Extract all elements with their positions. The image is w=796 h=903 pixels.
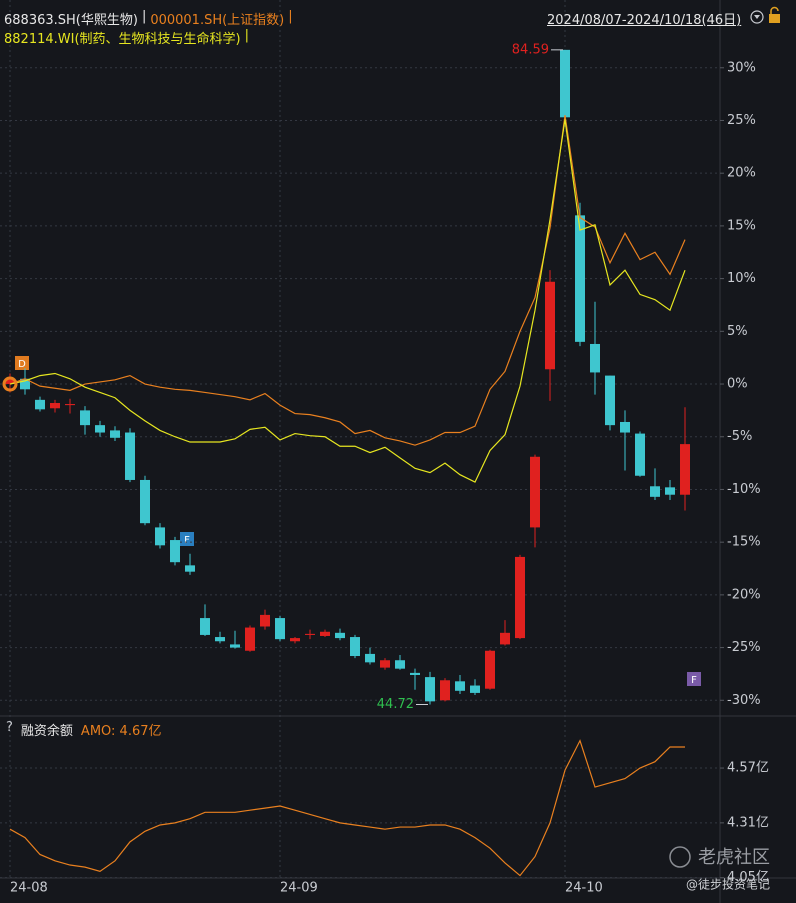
indicator-value: AMO: 4.67亿: [80, 724, 162, 739]
y-tick-label: 20%: [727, 166, 756, 181]
marker-label: F: [184, 535, 190, 546]
candle-body: [125, 432, 135, 480]
candle-body: [275, 618, 285, 640]
date-range[interactable]: 2024/08/07-2024/10/18(46日): [547, 13, 742, 28]
candle-body: [335, 632, 345, 639]
candle-body: [50, 403, 60, 409]
candle-body: [485, 650, 495, 689]
marker-d[interactable]: [15, 356, 29, 370]
candle-body: [35, 399, 45, 410]
y-tick-label: 15%: [727, 218, 756, 233]
candle-body: [470, 685, 480, 693]
candle-body: [665, 487, 675, 495]
y-tick-label: 4.05亿: [727, 870, 769, 885]
candle-body: [215, 637, 225, 642]
candle-body: [350, 637, 360, 657]
candle-body: [590, 343, 600, 373]
help-icon[interactable]: ?: [6, 720, 13, 735]
series-line: [9, 115, 686, 446]
candle-body: [500, 632, 510, 645]
separator: |: [141, 9, 147, 24]
candle-body: [95, 425, 105, 433]
candle-body: [575, 215, 585, 342]
candle-body: [365, 653, 375, 663]
x-tick-label: 24-08: [10, 881, 48, 896]
watermark-brand: 老虎社区: [698, 847, 770, 868]
candle-body: [380, 660, 390, 668]
legend-row: 882114.WI(制药、生物科技与生命科学) |: [4, 28, 249, 47]
legend-row: 688363.SH(华熙生物) | 000001.SH(上证指数) |: [4, 9, 293, 28]
extreme-label: 84.59: [512, 42, 549, 57]
candle-body: [620, 421, 630, 433]
series-line: [9, 119, 686, 483]
start-marker: [2, 376, 18, 392]
marker-label: F: [691, 675, 697, 686]
marker-f[interactable]: [687, 672, 701, 686]
y-tick-label: -5%: [727, 429, 752, 444]
candle-body: [320, 631, 330, 636]
candle-body: [245, 627, 255, 651]
y-tick-label: 4.31亿: [727, 815, 769, 830]
separator: |: [244, 28, 249, 43]
watermark-author: @徒步投资笔记: [686, 877, 770, 892]
sub-legend: ? 融资余额 AMO: 4.67亿: [6, 720, 162, 739]
x-tick-label: 24-09: [280, 881, 318, 896]
y-tick-label: 4.57亿: [727, 761, 769, 776]
watermark-logo: [669, 846, 691, 868]
candle-body: [110, 430, 120, 438]
y-tick-label: 25%: [727, 113, 756, 128]
separator: |: [288, 9, 293, 24]
candle-body: [5, 378, 15, 385]
candle-body: [305, 633, 315, 635]
candle-body: [140, 479, 150, 524]
candle-body: [605, 375, 615, 426]
y-tick-label: -15%: [727, 535, 761, 550]
y-tick-label: -10%: [727, 482, 761, 497]
candle-body: [200, 618, 210, 635]
candle-body: [230, 644, 240, 648]
candle-body: [515, 556, 525, 639]
candle-body: [260, 614, 270, 627]
candle-body: [455, 681, 465, 691]
y-tick-label: -20%: [727, 587, 761, 602]
extreme-label: 44.72: [377, 697, 414, 712]
y-tick-label: 5%: [727, 324, 748, 339]
candle-body: [560, 49, 570, 118]
candle-body: [425, 677, 435, 702]
y-tick-label: 0%: [727, 377, 748, 392]
lock-icon[interactable]: [769, 14, 780, 23]
candle-body: [170, 540, 180, 563]
y-tick-label: -25%: [727, 640, 761, 655]
candle-body: [65, 404, 75, 406]
y-tick-label: -30%: [727, 693, 761, 708]
candle-body: [155, 527, 165, 546]
candle-body: [410, 672, 420, 675]
indicator-name[interactable]: 融资余额: [20, 724, 73, 739]
candle-body: [680, 444, 690, 495]
candle-body: [440, 680, 450, 701]
y-tick-label: 30%: [727, 60, 756, 75]
y-tick-label: 10%: [727, 271, 756, 286]
candle-body: [530, 456, 540, 528]
series-line: [9, 739, 685, 877]
marker-label: D: [18, 359, 26, 370]
candle-body: [20, 378, 30, 390]
candle-body: [395, 660, 405, 669]
candle-body: [185, 565, 195, 572]
x-tick-label: 24-10: [565, 881, 603, 896]
candle-body: [545, 281, 555, 370]
candle-body: [290, 638, 300, 642]
candle-body: [635, 433, 645, 476]
legend-sector[interactable]: 882114.WI(制药、生物科技与生命科学): [4, 32, 241, 47]
legend-main[interactable]: 688363.SH(华熙生物): [4, 13, 138, 28]
lock-shackle: [770, 6, 779, 14]
legend-index[interactable]: 000001.SH(上证指数): [150, 13, 285, 28]
dropdown-arrow: [754, 15, 760, 19]
candle-body: [650, 486, 660, 497]
candle-body: [80, 410, 90, 426]
dropdown-icon[interactable]: [750, 10, 764, 24]
